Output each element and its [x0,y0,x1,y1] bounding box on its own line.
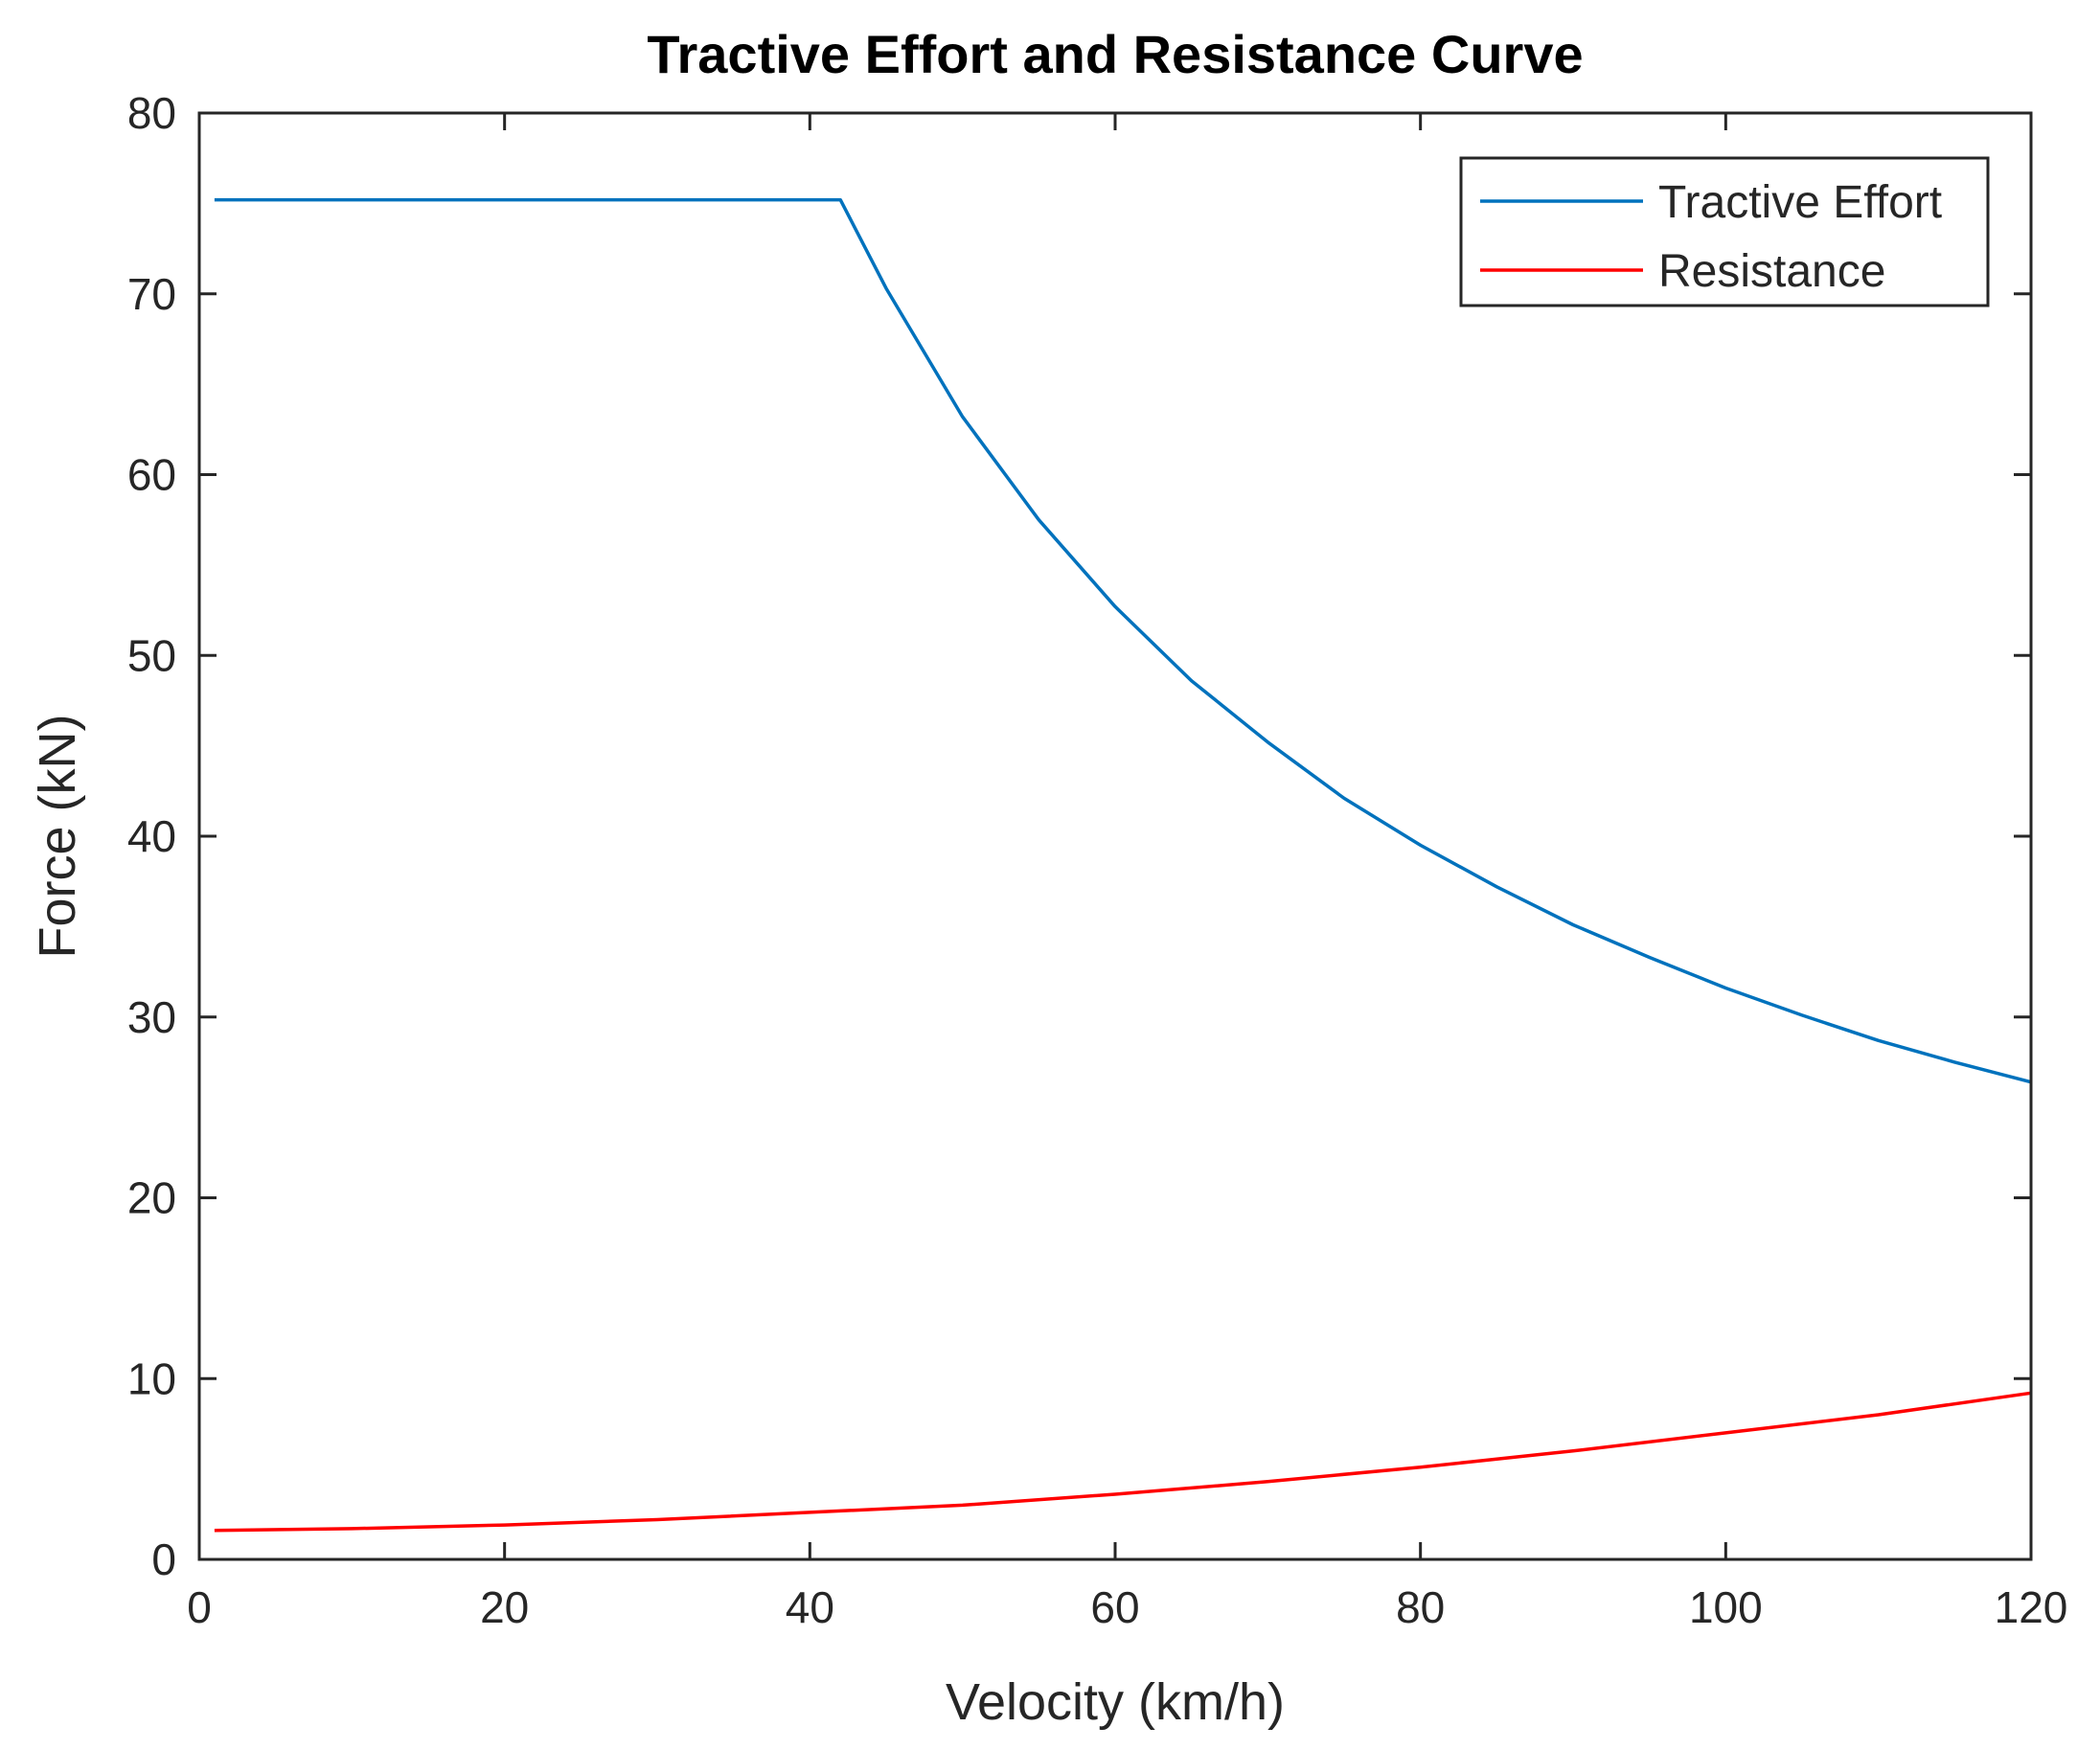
y-axis-label: Force (kN) [29,715,86,959]
series-line-resistance [214,1391,2032,1533]
legend-label: Tractive Effort [1658,177,1942,228]
x-tick-label: 20 [480,1582,529,1632]
x-tick-label: 80 [1396,1582,1445,1632]
series-line-tractive-effort [214,197,2032,1084]
x-tick-label: 60 [1090,1582,1139,1632]
chart-title: Tractive Effort and Resistance Curve [647,24,1583,84]
legend-box [1459,156,1990,307]
x-axis-label: Velocity (km/h) [946,1673,1285,1731]
y-tick-label: 10 [127,1353,176,1403]
plot-frame [197,111,2033,1561]
y-tick-label: 20 [127,1173,176,1223]
x-tick-label: 100 [1689,1582,1763,1632]
y-axis: 0 10 20 30 40 50 60 70 80 [127,88,2031,1584]
x-tick-label: 120 [1995,1582,2068,1632]
y-tick-label: 30 [127,992,176,1042]
y-tick-label: 40 [127,811,176,861]
legend-label: Resistance [1658,246,1885,297]
x-tick-label: 40 [786,1582,834,1632]
legend: Tractive Effort Resistance [1459,156,1990,307]
y-tick-label: 60 [127,450,176,500]
plot-area [199,113,2031,1559]
y-tick-label: 0 [151,1534,176,1584]
y-tick-label: 70 [127,269,176,319]
x-tick-label: 0 [187,1582,212,1632]
series-layer [214,197,2032,1533]
y-tick-label: 50 [127,630,176,680]
y-tick-label: 80 [127,88,176,138]
x-axis: 0 20 40 60 80 100 120 [187,113,2067,1632]
